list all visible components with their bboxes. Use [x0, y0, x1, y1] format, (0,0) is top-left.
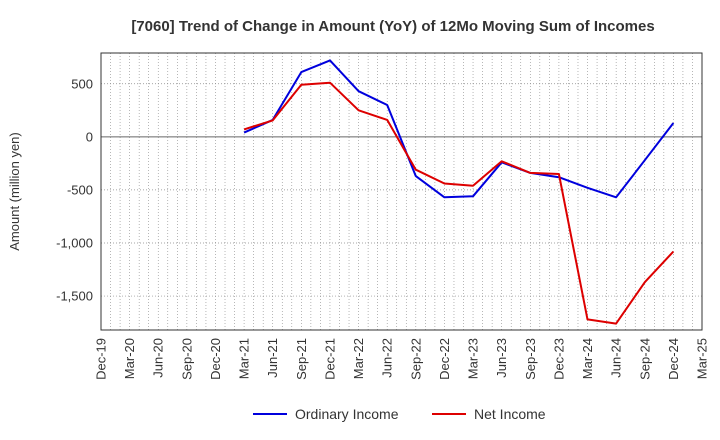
y-axis: 500 0 -500 -1,000 -1,500: [56, 76, 93, 303]
x-tick-label: Mar-23: [466, 338, 481, 379]
x-tick-label: Sep-24: [637, 338, 652, 380]
x-tick-label: Dec-19: [94, 338, 109, 380]
x-tick-label: Sep-21: [294, 338, 309, 380]
x-tick-label: Jun-22: [380, 338, 395, 378]
y-tick-label: 0: [86, 129, 93, 144]
x-tick-label: Mar-24: [580, 338, 595, 379]
x-tick-label: Dec-24: [666, 338, 681, 380]
x-tick-label: Dec-21: [322, 338, 337, 380]
x-tick-label: Mar-22: [351, 338, 366, 379]
x-tick-label: Sep-20: [179, 338, 194, 380]
plot-area: [100, 52, 703, 331]
grid: [100, 53, 703, 330]
x-tick-label: Dec-22: [437, 338, 452, 380]
x-tick-label: Sep-23: [523, 338, 538, 380]
y-axis-label: Amount (million yen): [7, 132, 22, 251]
x-tick-label: Jun-24: [609, 338, 624, 378]
y-tick-label: -1,500: [56, 289, 93, 304]
series-line-net-income: [243, 81, 675, 325]
x-tick-label: Mar-21: [237, 338, 252, 379]
legend-label-net-income: Net Income: [474, 406, 546, 422]
x-tick-label: Dec-23: [551, 338, 566, 380]
series: [243, 59, 675, 325]
y-tick-label: -500: [67, 182, 93, 197]
y-tick-label: -1,000: [56, 235, 93, 250]
x-axis: Dec-19 Mar-20 Jun-20 Sep-20 Dec-20 Mar-21 Jun-…: [94, 338, 710, 380]
legend: Ordinary Income Net Income: [253, 406, 546, 422]
chart-title: [7060] Trend of Change in Amount (YoY) o…: [131, 18, 654, 35]
legend-label-ordinary-income: Ordinary Income: [295, 406, 399, 422]
y-tick-label: 500: [71, 76, 93, 91]
x-tick-label: Mar-20: [122, 338, 137, 379]
series-line-ordinary-income: [243, 59, 675, 199]
x-tick-label: Jun-21: [265, 338, 280, 378]
x-tick-label: Dec-20: [208, 338, 223, 380]
x-tick-label: Mar-25: [695, 338, 710, 379]
x-tick-label: Jun-20: [151, 338, 166, 378]
x-tick-label: Sep-22: [408, 338, 423, 380]
x-tick-label: Jun-23: [494, 338, 509, 378]
